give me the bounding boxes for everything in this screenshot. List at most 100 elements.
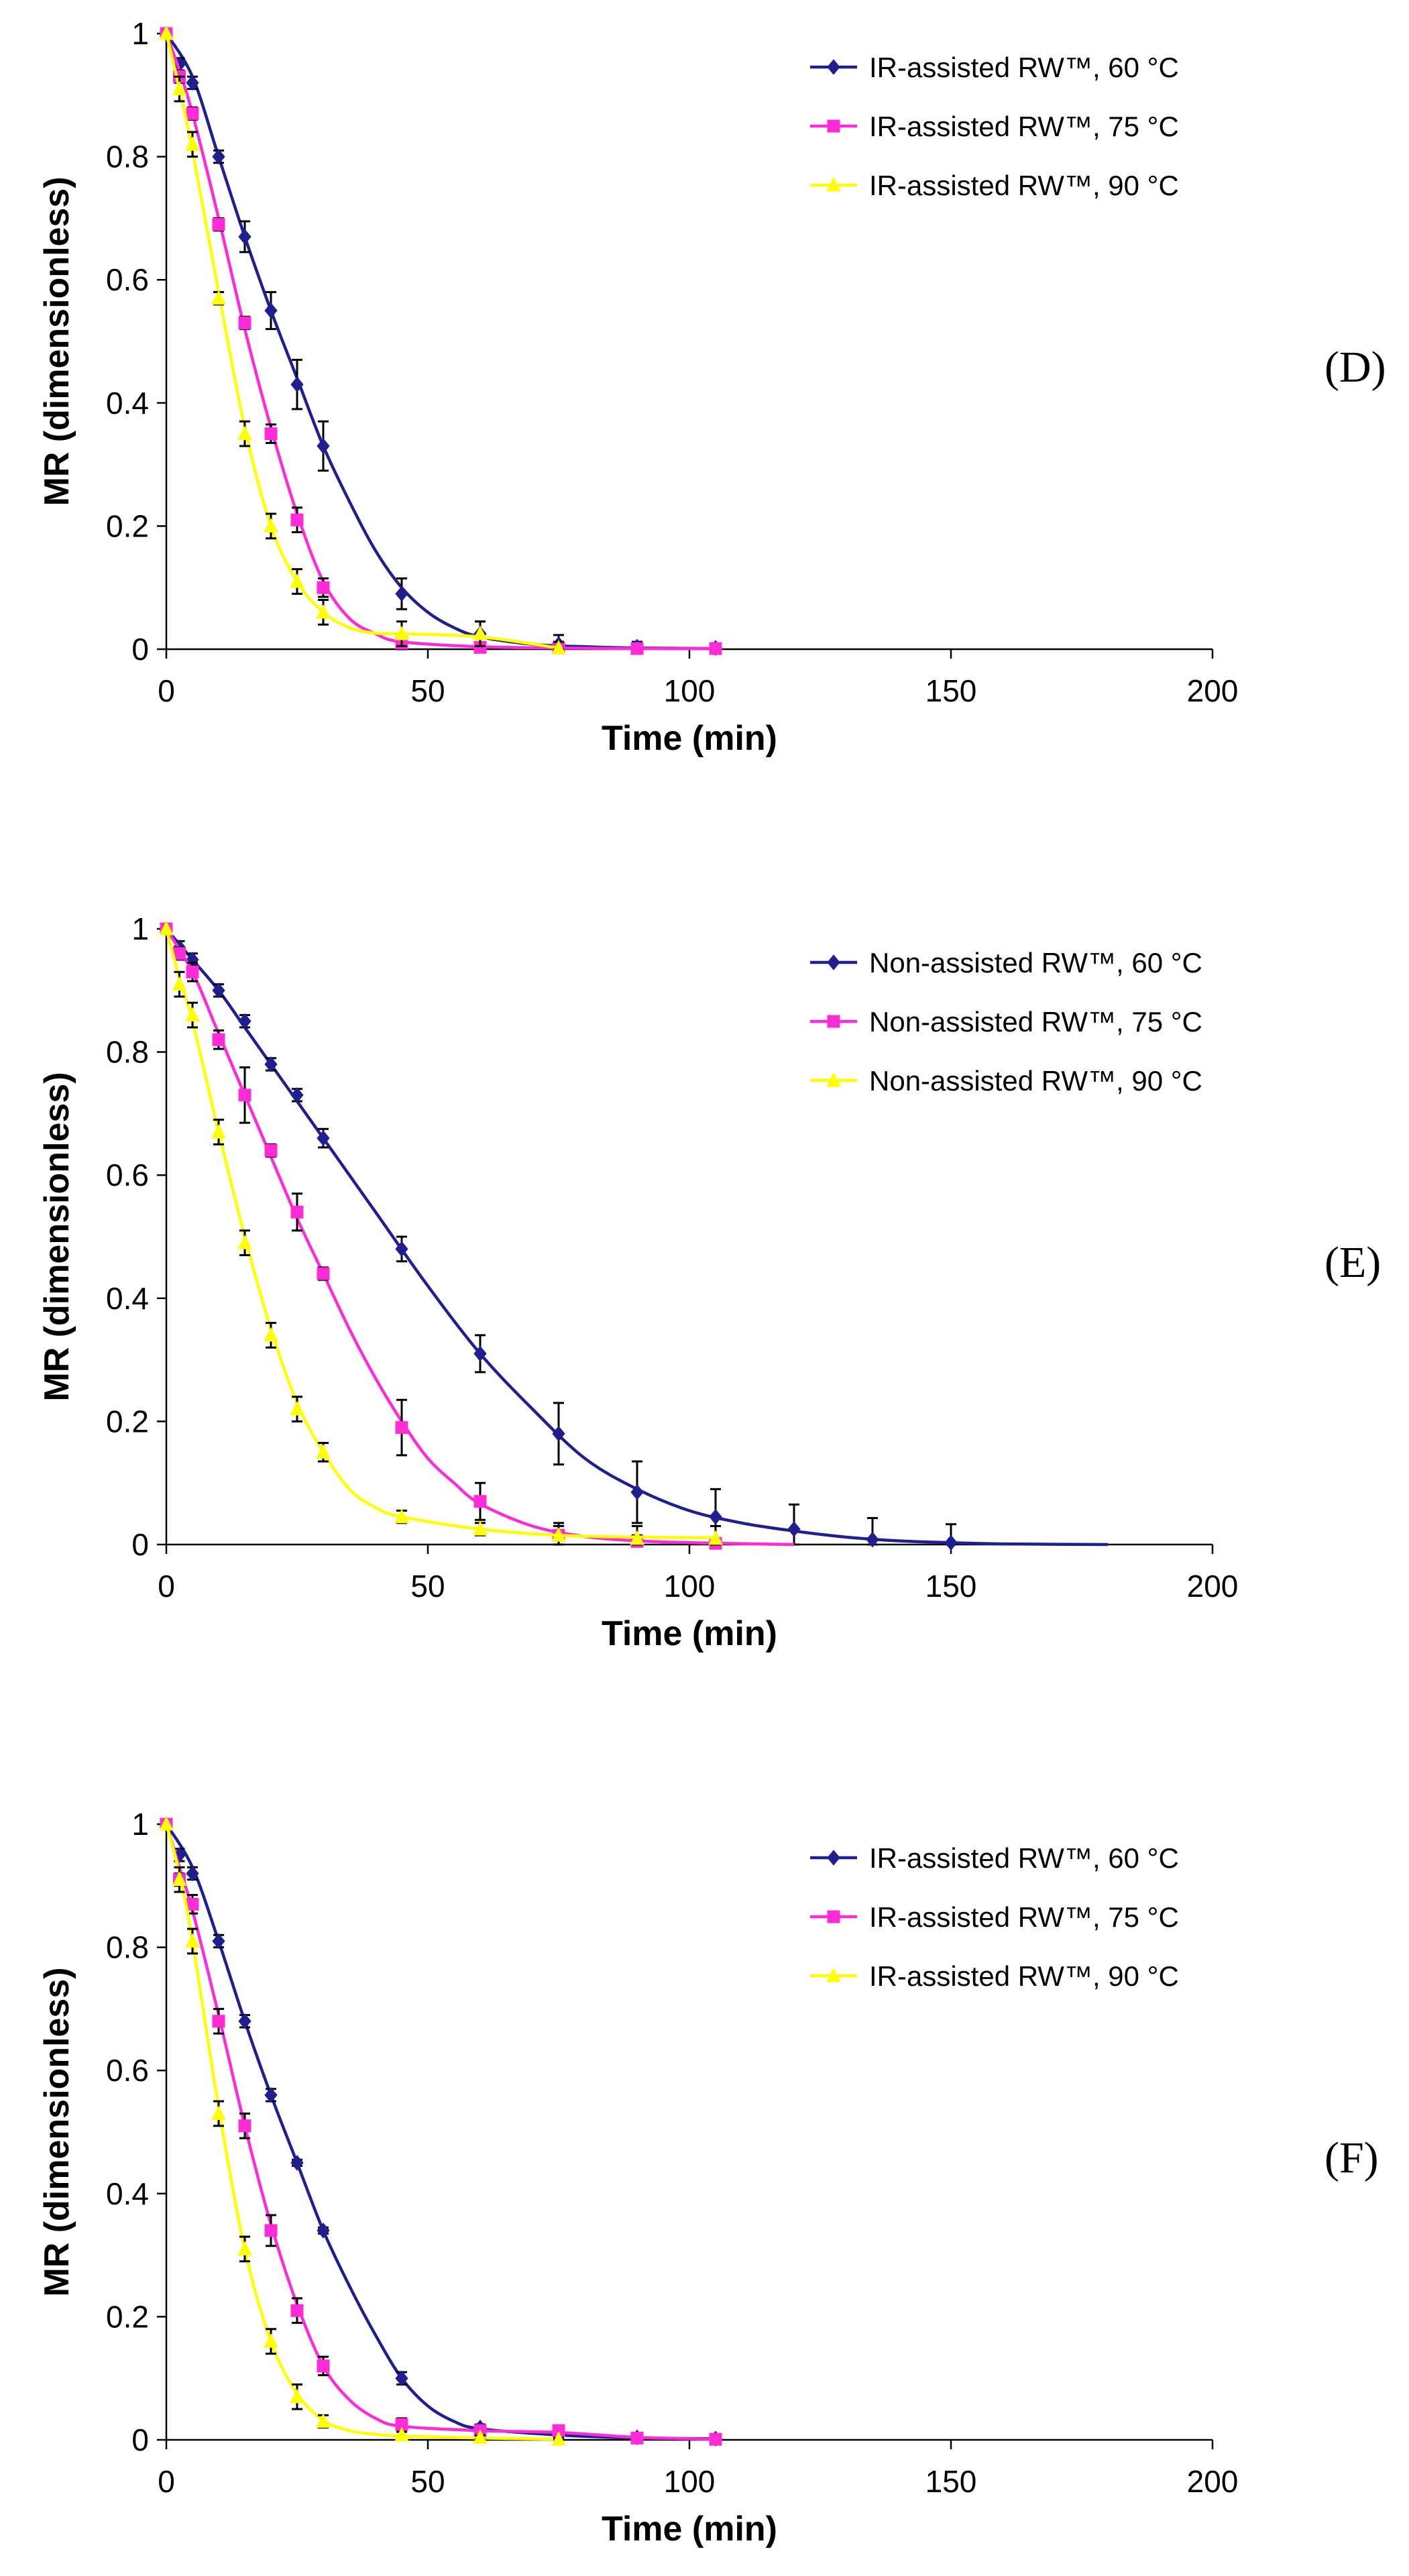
data-point [186, 1865, 199, 1882]
data-point [290, 376, 304, 393]
panel-label: (F) [1325, 2133, 1379, 2182]
data-point [630, 642, 644, 655]
x-tick-label: 0 [158, 1569, 175, 1604]
data-point [185, 136, 200, 151]
data-point [709, 2432, 722, 2446]
y-axis-title: MR (dimensionless) [38, 1967, 76, 2296]
y-tick-label: 1 [131, 911, 149, 946]
data-point [866, 1531, 879, 1548]
data-point [212, 148, 225, 165]
x-tick-label: 200 [1187, 673, 1239, 708]
legend-label: Non-assisted RW™, 75 °C [869, 1006, 1202, 1038]
series-1 [160, 25, 722, 656]
series-2 [160, 27, 722, 655]
y-tick-label: 0.4 [106, 386, 149, 421]
data-point [238, 2013, 251, 2029]
data-point [473, 1520, 488, 1536]
data-point [552, 1425, 565, 1442]
data-point [185, 1933, 200, 1948]
data-point [185, 1007, 200, 1022]
legend-label: Non-assisted RW™, 60 °C [869, 947, 1202, 978]
data-point [211, 290, 226, 305]
data-point [317, 438, 330, 454]
y-tick-label: 0.8 [106, 1035, 149, 1070]
data-point [290, 573, 304, 588]
data-point [264, 2333, 278, 2348]
data-point [237, 2241, 252, 2255]
series-line [164, 1824, 559, 2441]
data-point [395, 1241, 408, 1257]
y-tick-label: 1 [131, 1807, 149, 1842]
data-point [708, 1530, 723, 1545]
chart-panel-1: 0 0.2 0.4 0.6 0.8 1 0 50 100 150 200 Time (min) MR (… [38, 16, 1386, 758]
chart-panel-3: 0 0.2 0.4 0.6 0.8 1 0 50 100 150 200 Time (min) MR (… [38, 1807, 1379, 2549]
data-point [212, 218, 225, 231]
data-point [290, 1205, 304, 1219]
data-point [290, 1087, 304, 1103]
panel-label: (D) [1325, 343, 1386, 392]
data-point [630, 2431, 644, 2445]
legend-swatch-marker [827, 119, 840, 133]
series-line [164, 33, 716, 651]
legend-swatch-marker [827, 1015, 840, 1028]
y-tick-label: 0 [131, 632, 149, 667]
x-tick-label: 50 [410, 1569, 445, 1604]
x-tick-label: 100 [664, 1569, 716, 1604]
data-point [212, 2015, 225, 2028]
y-tick-label: 0.6 [106, 262, 149, 297]
y-tick-label: 0.2 [106, 1404, 149, 1439]
x-axis-title: Time (min) [602, 1614, 777, 1653]
series-line [164, 33, 559, 650]
data-point [630, 1484, 644, 1500]
data-point [238, 229, 251, 245]
x-tick-label: 50 [410, 673, 445, 708]
y-tick-label: 1 [131, 16, 149, 51]
x-tick-label: 150 [925, 2464, 977, 2499]
y-tick-label: 0.4 [106, 2176, 149, 2211]
data-point [159, 25, 174, 40]
legend-label: IR-assisted RW™, 75 °C [869, 111, 1179, 142]
x-tick-label: 50 [410, 2464, 445, 2499]
y-tick-label: 0 [131, 2422, 149, 2457]
x-tick-label: 100 [664, 2464, 716, 2499]
data-point [159, 1815, 174, 1831]
data-point [316, 1444, 331, 1459]
data-point [264, 2224, 278, 2237]
legend-label: IR-assisted RW™, 90 °C [869, 1960, 1179, 1992]
data-point [211, 1123, 226, 1139]
x-tick-label: 200 [1187, 1569, 1239, 1604]
data-point [290, 2304, 304, 2317]
data-point [317, 581, 330, 594]
legend-swatch-marker [826, 1967, 841, 1982]
data-point [186, 965, 199, 978]
data-point [317, 1267, 330, 1280]
data-point [395, 2370, 408, 2386]
series-line [164, 1824, 716, 2441]
data-point [186, 107, 199, 120]
data-point [212, 983, 225, 999]
data-point [394, 625, 409, 640]
data-point [630, 1530, 644, 1545]
x-tick-label: 200 [1187, 2464, 1239, 2499]
data-point [211, 2105, 226, 2120]
y-tick-label: 0 [131, 1527, 149, 1562]
data-point [238, 2119, 251, 2133]
data-point [473, 1345, 487, 1362]
data-point [264, 427, 278, 441]
data-point [159, 920, 174, 936]
x-tick-label: 0 [158, 673, 175, 708]
y-axis-title: MR (dimensionless) [38, 1072, 76, 1401]
data-point [172, 976, 187, 991]
y-tick-label: 0.6 [106, 1158, 149, 1192]
data-point [551, 2430, 566, 2446]
legend-label: IR-assisted RW™, 90 °C [869, 170, 1179, 201]
data-point [172, 80, 187, 96]
legend-swatch-marker [827, 1910, 840, 1923]
data-point [473, 1495, 487, 1508]
x-axis-title: Time (min) [602, 719, 777, 758]
panel-label: (E) [1325, 1238, 1381, 1287]
y-axis-title: MR (dimensionless) [38, 176, 76, 506]
data-point [317, 1130, 330, 1146]
data-point [290, 513, 304, 526]
data-point [290, 1400, 304, 1416]
